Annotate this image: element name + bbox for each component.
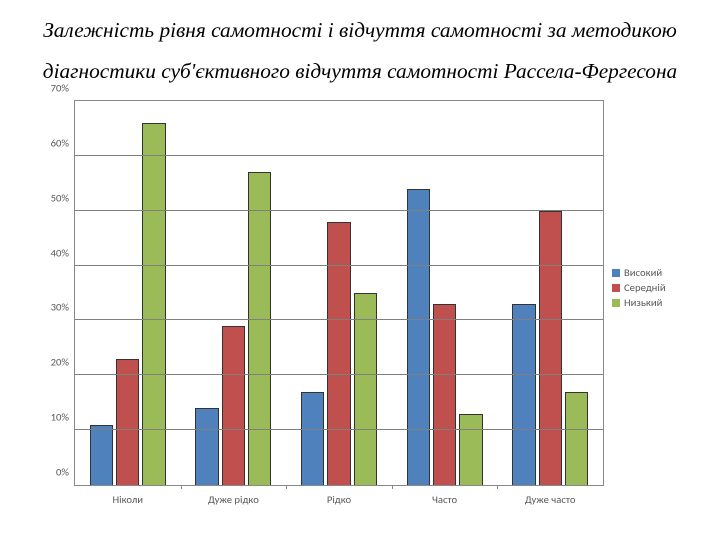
y-tick-label: 60% xyxy=(51,136,69,149)
grid-line xyxy=(75,210,603,211)
category-label: Ніколи xyxy=(75,493,181,506)
legend-swatch-icon xyxy=(612,284,620,292)
category-label: Дуже часто xyxy=(497,493,603,506)
bar-groups: НіколиДуже рідкоРідкоЧастоДуже часто xyxy=(75,101,603,485)
legend-swatch-icon xyxy=(612,269,620,277)
y-tick-label: 30% xyxy=(51,301,69,314)
bars xyxy=(512,101,588,485)
y-tick-label: 70% xyxy=(51,82,69,95)
category-label: Дуже рідко xyxy=(181,493,287,506)
bar xyxy=(142,123,165,485)
x-tick xyxy=(497,485,498,489)
bar xyxy=(248,172,271,485)
legend-label: Низький xyxy=(624,296,662,309)
bars xyxy=(301,101,377,485)
bar-group: Дуже часто xyxy=(497,101,603,485)
bar xyxy=(195,408,218,485)
bar-group: Ніколи xyxy=(75,101,181,485)
bar xyxy=(459,414,482,485)
y-tick-label: 40% xyxy=(51,246,69,259)
plot-area: НіколиДуже рідкоРідкоЧастоДуже часто 0%1… xyxy=(74,100,604,486)
legend-swatch-icon xyxy=(612,299,620,307)
y-tick-label: 10% xyxy=(51,411,69,424)
bars xyxy=(195,101,271,485)
bar xyxy=(407,189,430,485)
grid-line xyxy=(75,319,603,320)
y-tick-label: 20% xyxy=(51,356,69,369)
x-tick xyxy=(181,485,182,489)
grid-line xyxy=(75,265,603,266)
bar xyxy=(565,392,588,485)
chart-title-line1: Залежність рівня самотності і відчуття с… xyxy=(40,10,680,51)
bar xyxy=(433,304,456,485)
bar-group: Дуже рідко xyxy=(181,101,287,485)
bar xyxy=(539,211,562,485)
bar xyxy=(327,222,350,485)
legend: Високий Середній Низький xyxy=(612,266,686,309)
page: Залежність рівня самотності і відчуття с… xyxy=(0,0,720,540)
legend-label: Середній xyxy=(624,281,666,294)
legend-item: Високий xyxy=(612,266,686,279)
bar xyxy=(512,304,535,485)
bar xyxy=(354,293,377,485)
bar xyxy=(116,359,139,485)
legend-item: Середній xyxy=(612,281,686,294)
category-label: Рідко xyxy=(286,493,392,506)
grid-line xyxy=(75,155,603,156)
grid-line xyxy=(75,429,603,430)
bar xyxy=(90,425,113,485)
category-label: Часто xyxy=(392,493,498,506)
chart-title: Залежність рівня самотності і відчуття с… xyxy=(40,10,680,91)
bar-chart: НіколиДуже рідкоРідкоЧастоДуже часто 0%1… xyxy=(30,92,690,522)
chart-title-line2: діагностики суб'єктивного відчуття самот… xyxy=(40,51,680,92)
y-tick-label: 0% xyxy=(56,466,69,479)
x-tick xyxy=(392,485,393,489)
bar xyxy=(222,326,245,485)
bars xyxy=(407,101,483,485)
y-tick-label: 50% xyxy=(51,191,69,204)
bar xyxy=(301,392,324,485)
grid-line xyxy=(75,374,603,375)
bars xyxy=(90,101,166,485)
bar-group: Часто xyxy=(392,101,498,485)
x-tick xyxy=(286,485,287,489)
legend-label: Високий xyxy=(624,266,662,279)
legend-item: Низький xyxy=(612,296,686,309)
bar-group: Рідко xyxy=(286,101,392,485)
